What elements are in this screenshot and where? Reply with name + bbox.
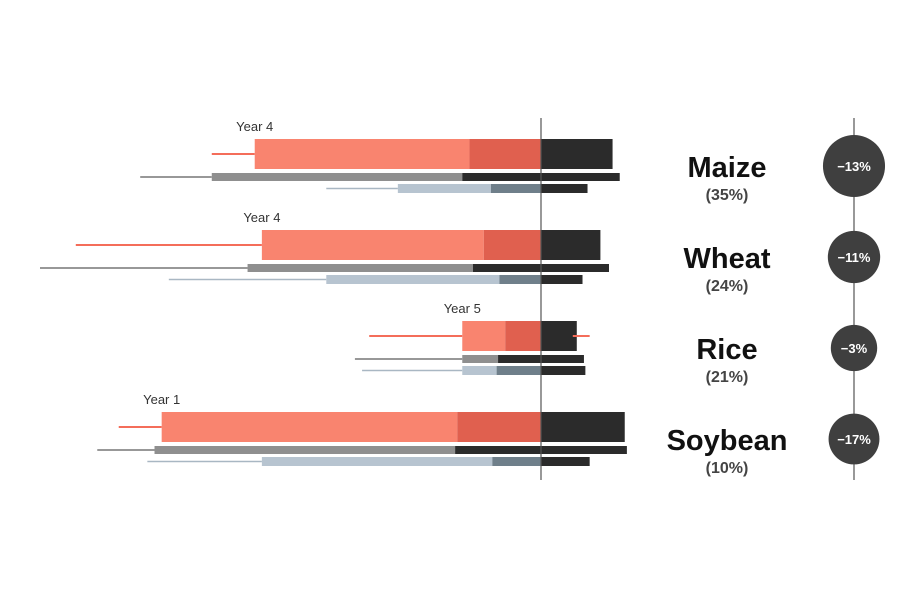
rice-main-bar-positive bbox=[541, 321, 577, 351]
soybean-gray-bar-overlap bbox=[455, 446, 541, 454]
soybean-gray-bar-negative bbox=[154, 446, 456, 454]
soybean-gray-bar-positive bbox=[541, 446, 627, 454]
maize-main-bar-positive bbox=[541, 139, 613, 169]
wheat-main-bar-overlap bbox=[483, 230, 541, 260]
maize-blue-bar-positive bbox=[541, 184, 588, 193]
wheat-year-label: Year 4 bbox=[243, 210, 280, 225]
wheat-change-label: −11% bbox=[838, 250, 871, 265]
maize-gray-bar-negative bbox=[211, 173, 463, 181]
maize-blue-bar-overlap bbox=[490, 184, 541, 193]
maize-blue-bar-negative bbox=[397, 184, 491, 193]
soybean-main-bar-positive bbox=[541, 412, 625, 442]
circles-layer: −13% −11% −3% −17% bbox=[822, 134, 886, 465]
rice-year-label: Year 5 bbox=[444, 301, 481, 316]
rice-change-label: −3% bbox=[841, 341, 868, 356]
soybean-change-label: −17% bbox=[837, 432, 871, 447]
rice-gray-bar-negative bbox=[462, 355, 499, 363]
maize-crop-share: (35%) bbox=[706, 187, 749, 204]
maize-gray-bar-positive bbox=[541, 173, 620, 181]
wheat-gray-bar-positive bbox=[541, 264, 609, 272]
wheat-change-circle bbox=[827, 230, 881, 284]
soybean-blue-bar-positive bbox=[541, 457, 590, 466]
soybean-change-circle bbox=[828, 413, 880, 465]
rice-main-bar-negative bbox=[462, 321, 506, 351]
maize-crop-name: Maize bbox=[688, 152, 767, 184]
rice-crop-share: (21%) bbox=[706, 369, 749, 386]
maize-change-label: −13% bbox=[837, 159, 871, 174]
maize-change-circle bbox=[822, 134, 886, 198]
soybean-blue-bar-negative bbox=[261, 457, 493, 466]
wheat-gray-bar-overlap bbox=[473, 264, 541, 272]
wheat-blue-bar-overlap bbox=[499, 275, 541, 284]
soybean-main-bar-overlap bbox=[457, 412, 541, 442]
soybean-crop-name: Soybean bbox=[667, 425, 788, 457]
wheat-main-bar-positive bbox=[541, 230, 601, 260]
rice-blue-bar-positive bbox=[541, 366, 586, 375]
wheat-gray-bar-negative bbox=[247, 264, 474, 272]
wheat-crop-share: (24%) bbox=[706, 278, 749, 295]
soybean-crop-share: (10%) bbox=[706, 460, 749, 477]
rice-blue-bar-overlap bbox=[496, 366, 541, 375]
wheat-blue-bar-negative bbox=[326, 275, 500, 284]
soybean-main-bar-negative bbox=[161, 412, 458, 442]
rice-main-bar-overlap bbox=[505, 321, 541, 351]
maize-year-label: Year 4 bbox=[236, 119, 273, 134]
rice-change-circle bbox=[830, 324, 878, 372]
bars-layer bbox=[40, 139, 627, 466]
maize-gray-bar-overlap bbox=[462, 173, 541, 181]
rice-blue-bar-negative bbox=[462, 366, 497, 375]
maize-main-bar-negative bbox=[254, 139, 470, 169]
rice-gray-bar-positive bbox=[541, 355, 584, 363]
rice-gray-bar-overlap bbox=[498, 355, 541, 363]
labels-layer: Year 4 Maize (35%) Year 4 Wheat (24%) Year 5 Ri… bbox=[143, 119, 787, 477]
wheat-main-bar-negative bbox=[261, 230, 484, 260]
soybean-year-label: Year 1 bbox=[143, 392, 180, 407]
maize-main-bar-overlap bbox=[469, 139, 541, 169]
rice-crop-name: Rice bbox=[696, 334, 757, 366]
wheat-blue-bar-positive bbox=[541, 275, 583, 284]
soybean-blue-bar-overlap bbox=[492, 457, 541, 466]
wheat-crop-name: Wheat bbox=[684, 243, 771, 275]
